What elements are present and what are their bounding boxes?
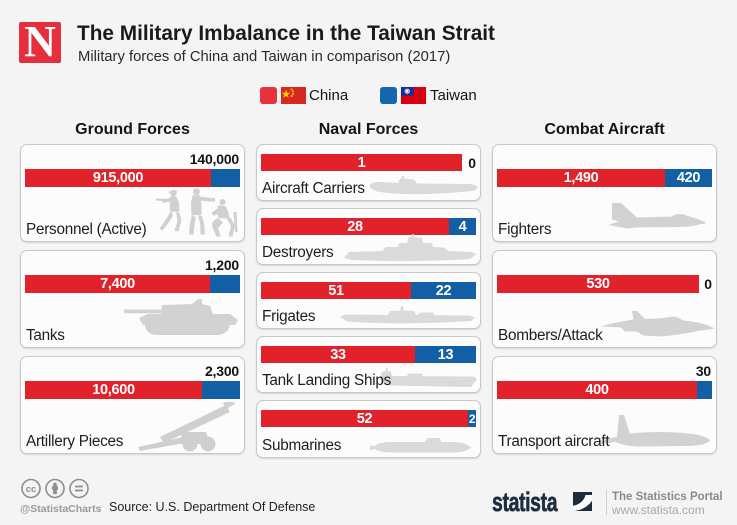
svg-text:cc: cc <box>26 484 37 495</box>
